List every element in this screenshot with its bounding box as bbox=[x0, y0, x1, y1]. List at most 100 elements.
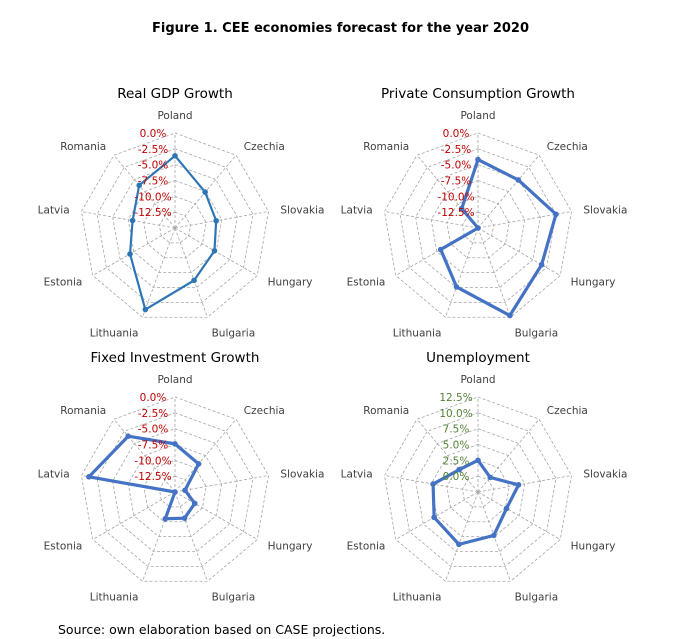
series-line bbox=[439, 158, 558, 318]
data-point-lithuania bbox=[456, 541, 462, 548]
tick-label: 7.5% bbox=[443, 424, 470, 436]
category-label-romania: Romania bbox=[363, 405, 409, 417]
data-point-estonia bbox=[127, 251, 133, 257]
grid-ring bbox=[143, 459, 207, 523]
data-point-bulgaria bbox=[491, 532, 497, 539]
data-point-latvia bbox=[430, 481, 436, 487]
grid-ring bbox=[461, 475, 495, 508]
tick-label: 0.0% bbox=[140, 392, 167, 404]
category-label-bulgaria: Bulgaria bbox=[515, 328, 559, 340]
data-point-czechia bbox=[202, 189, 208, 195]
tick-label: 10.0% bbox=[439, 408, 472, 420]
category-label-poland: Poland bbox=[157, 374, 192, 386]
spoke bbox=[174, 418, 237, 493]
category-label-latvia: Latvia bbox=[38, 468, 70, 480]
spoke bbox=[174, 491, 208, 582]
tick-label: 0.0% bbox=[140, 128, 167, 140]
grid-ring bbox=[81, 132, 269, 318]
tick-label: 0.0% bbox=[443, 471, 470, 483]
spoke bbox=[477, 154, 540, 229]
radar-chart-private-consumption-growth: Private Consumption Growth 0.0% -2.5% -5.0%… bbox=[341, 86, 628, 340]
category-label-bulgaria: Bulgaria bbox=[515, 592, 559, 604]
spoke bbox=[92, 227, 176, 276]
category-label-poland: Poland bbox=[460, 374, 495, 386]
tick-label: -7.5% bbox=[138, 176, 168, 188]
tick-label: -12.5% bbox=[134, 207, 171, 219]
tick-label: -5.0% bbox=[138, 160, 168, 172]
data-point-slovakia bbox=[213, 217, 219, 224]
tick-label: 0.0% bbox=[443, 128, 470, 140]
series-line bbox=[128, 154, 218, 311]
category-label-slovakia: Slovakia bbox=[583, 204, 627, 216]
spoke bbox=[477, 491, 561, 540]
grid-ring bbox=[399, 148, 557, 303]
data-point-czechia bbox=[195, 461, 202, 467]
data-point-poland bbox=[475, 457, 481, 464]
category-label-hungary: Hungary bbox=[571, 277, 616, 289]
data-point-lithuania bbox=[142, 306, 149, 313]
category-label-slovakia: Slovakia bbox=[280, 204, 324, 216]
data-point-czechia bbox=[515, 177, 522, 183]
grid-ring bbox=[127, 180, 223, 274]
category-label-slovakia: Slovakia bbox=[280, 468, 324, 480]
data-point-latvia bbox=[475, 225, 481, 231]
chart-title: Private Consumption Growth bbox=[381, 86, 575, 102]
tick-label: 2.5% bbox=[443, 455, 470, 467]
figure-title: Figure 1. CEE economies forecast for the… bbox=[152, 21, 529, 36]
category-label-hungary: Hungary bbox=[268, 541, 313, 553]
spoke bbox=[174, 491, 258, 540]
spoke bbox=[477, 418, 540, 493]
category-label-romania: Romania bbox=[363, 141, 409, 153]
grid-ring bbox=[127, 444, 223, 538]
tick-label: -2.5% bbox=[138, 408, 168, 420]
spoke bbox=[445, 491, 479, 582]
data-point-lithuania bbox=[453, 284, 460, 290]
spoke bbox=[477, 227, 511, 318]
category-label-czechia: Czechia bbox=[547, 405, 588, 417]
chart-title: Real GDP Growth bbox=[117, 86, 233, 102]
category-label-czechia: Czechia bbox=[244, 141, 285, 153]
tick-label: 5.0% bbox=[443, 440, 470, 452]
category-label-lithuania: Lithuania bbox=[393, 328, 442, 340]
grid-ring bbox=[158, 211, 192, 244]
data-point-romania bbox=[136, 182, 142, 189]
grid-ring bbox=[384, 132, 572, 318]
category-label-lithuania: Lithuania bbox=[393, 592, 442, 604]
tick-label: -2.5% bbox=[441, 144, 471, 156]
tick-label: -7.5% bbox=[138, 440, 168, 452]
data-point-bulgaria bbox=[181, 515, 188, 521]
grid-ring bbox=[384, 396, 572, 582]
category-label-poland: Poland bbox=[460, 110, 495, 122]
category-label-estonia: Estonia bbox=[347, 277, 386, 289]
tick-label: -5.0% bbox=[138, 424, 168, 436]
category-label-lithuania: Lithuania bbox=[90, 328, 139, 340]
spoke bbox=[445, 227, 479, 318]
data-point-estonia bbox=[431, 514, 437, 521]
tick-label: 12.5% bbox=[439, 392, 472, 404]
data-point-estonia bbox=[172, 489, 178, 495]
spoke bbox=[384, 211, 479, 229]
category-label-slovakia: Slovakia bbox=[583, 468, 627, 480]
tick-label: -7.5% bbox=[441, 176, 471, 188]
data-point-poland bbox=[172, 153, 178, 159]
category-label-romania: Romania bbox=[60, 405, 106, 417]
grid-ring bbox=[430, 180, 526, 274]
data-point-bulgaria bbox=[191, 277, 197, 284]
spoke bbox=[113, 418, 176, 493]
category-label-estonia: Estonia bbox=[347, 541, 386, 553]
category-label-lithuania: Lithuania bbox=[90, 592, 139, 604]
spoke bbox=[81, 211, 176, 229]
spoke bbox=[477, 475, 572, 493]
data-point-slovakia bbox=[182, 487, 188, 494]
grid-ring bbox=[81, 396, 269, 582]
tick-label: -12.5% bbox=[437, 207, 474, 219]
data-point-estonia bbox=[437, 246, 444, 253]
tick-label: -10.0% bbox=[437, 191, 474, 203]
data-point-romania bbox=[458, 205, 465, 212]
spoke bbox=[477, 227, 561, 276]
source-note: Source: own elaboration based on CASE pr… bbox=[58, 622, 386, 637]
data-point-slovakia bbox=[553, 211, 559, 218]
tick-label: -10.0% bbox=[134, 455, 171, 467]
spoke bbox=[477, 211, 572, 229]
